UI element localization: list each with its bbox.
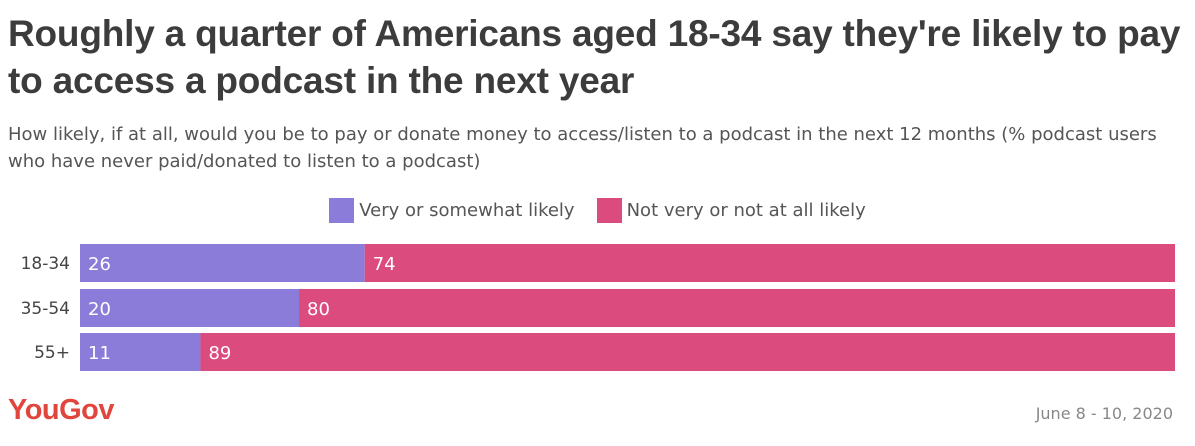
category-label-55-: 55+ <box>34 343 70 363</box>
legend-label-not-likely: Not very or not at all likely <box>626 200 866 221</box>
data-label-likely-35-54: 20 <box>88 299 111 320</box>
bar-not-likely-55- <box>200 333 1175 371</box>
bar-likely-55- <box>80 333 201 371</box>
survey-date: June 8 - 10, 2020 <box>1035 404 1173 423</box>
legend-label-likely: Very or somewhat likely <box>359 200 575 221</box>
bar-likely-18-34 <box>80 244 365 282</box>
data-label-not-likely-55-: 89 <box>208 343 231 364</box>
legend-swatch-not-likely <box>596 198 622 223</box>
bar-likely-35-54 <box>80 289 299 327</box>
yougov-logo: YouGov <box>8 394 115 426</box>
category-label-18-34: 18-34 <box>21 254 70 274</box>
data-label-likely-55-: 11 <box>88 343 111 364</box>
bar-not-likely-18-34 <box>364 244 1175 282</box>
bar-not-likely-35-54 <box>299 289 1175 327</box>
legend-item-likely: Very or somewhat likely <box>329 198 575 223</box>
chart-subtitle: How likely, if at all, would you be to p… <box>8 124 1157 172</box>
legend-swatch-likely <box>329 198 355 223</box>
category-label-35-54: 35-54 <box>21 299 70 319</box>
legend-item-not-likely: Not very or not at all likely <box>596 198 866 223</box>
data-label-not-likely-18-34: 74 <box>373 254 396 275</box>
chart-title: Roughly a quarter of Americans aged 18-3… <box>8 13 1181 101</box>
legend: Very or somewhat likely Not very or not … <box>0 198 1195 223</box>
data-label-likely-18-34: 26 <box>88 254 111 275</box>
data-label-not-likely-35-54: 80 <box>307 299 330 320</box>
